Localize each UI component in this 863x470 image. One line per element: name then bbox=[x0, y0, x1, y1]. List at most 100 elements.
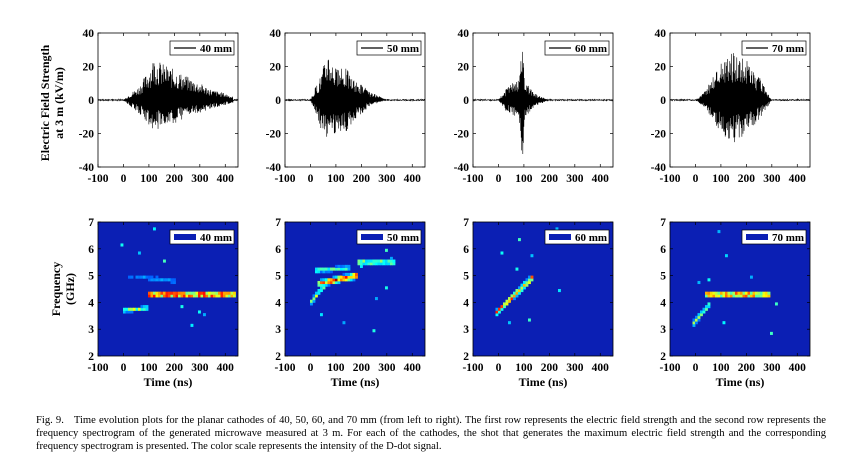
y-tick-label: -20 bbox=[79, 129, 95, 141]
spectrogram-cell bbox=[705, 307, 708, 311]
x-tick-label: 200 bbox=[541, 362, 559, 374]
spectrogram-cell bbox=[375, 259, 378, 263]
spectrogram-cell bbox=[143, 307, 146, 311]
spectrogram-cell bbox=[130, 310, 134, 314]
spectrogram-cell bbox=[205, 291, 209, 295]
x-tick-label: 0 bbox=[308, 173, 314, 185]
figure-label: Fig. 9. bbox=[36, 415, 64, 426]
spectrogram-cell bbox=[360, 262, 363, 266]
spectrogram-cell bbox=[352, 272, 356, 276]
spectrogram-cell bbox=[317, 270, 321, 274]
spectrogram-cell bbox=[707, 294, 711, 298]
spectrogram-cell bbox=[158, 294, 161, 298]
spectrogram-cell bbox=[500, 251, 504, 255]
legend-label: 60 mm bbox=[575, 43, 607, 55]
spectrogram-cell bbox=[225, 291, 229, 295]
spectrogram-cell bbox=[337, 280, 341, 285]
x-tick-label: 200 bbox=[166, 173, 184, 185]
spectrogram-cell bbox=[390, 256, 393, 260]
y-tick-label: 7 bbox=[463, 217, 469, 229]
spectrogram-cell bbox=[180, 291, 184, 295]
spectrogram-cell bbox=[320, 286, 323, 290]
spectrogram-cell bbox=[332, 280, 336, 285]
spectrogram-cell bbox=[362, 259, 366, 263]
spectrogram-cell bbox=[213, 294, 216, 298]
spectrogram-cell bbox=[695, 318, 698, 322]
spectrogram-cell bbox=[230, 294, 234, 298]
spectrogram-cell bbox=[148, 294, 151, 298]
y-tick-label: -40 bbox=[266, 162, 282, 174]
spectrogram-cell bbox=[775, 302, 778, 306]
spectrogram-cell bbox=[352, 275, 356, 279]
spectrogram-cell bbox=[155, 294, 159, 298]
spectrogram-cell bbox=[692, 318, 696, 322]
spectrogram-cell bbox=[555, 227, 559, 231]
spectrogram-cell bbox=[163, 291, 166, 295]
spectrogram-cell bbox=[382, 262, 386, 266]
legend-label: 60 mm bbox=[575, 232, 607, 244]
x-tick-label: 100 bbox=[712, 362, 730, 374]
spectrogram-cell bbox=[732, 291, 736, 295]
x-tick-label: 200 bbox=[541, 173, 559, 185]
spectrogram-cell bbox=[380, 262, 383, 266]
y-tick-label: 6 bbox=[88, 244, 94, 256]
spectrogram-cell bbox=[742, 294, 746, 298]
y-tick-label: 4 bbox=[463, 297, 469, 309]
spectrogram-cell bbox=[337, 278, 341, 282]
spectrogram-cell bbox=[153, 227, 156, 231]
x-tick-label: 100 bbox=[515, 173, 533, 185]
spectrogram-cell bbox=[558, 289, 561, 293]
spectrogram-cell bbox=[218, 294, 221, 298]
spectrogram-cell bbox=[520, 283, 524, 287]
spectrogram-cell bbox=[228, 291, 231, 295]
spectrogram-cell bbox=[528, 280, 531, 285]
plot-frame bbox=[472, 221, 614, 357]
y-tick-label: 5 bbox=[88, 271, 94, 283]
y-tick-label: -40 bbox=[454, 162, 470, 174]
spectrogram-cell bbox=[710, 291, 713, 295]
y-tick-label: 4 bbox=[660, 297, 666, 309]
spec-50: -100 0 100 200 300 400 2 3 4 5 6 7 Time (ns) 50 mm bbox=[274, 217, 426, 389]
spectrogram-cell bbox=[215, 294, 219, 298]
spectrogram-cell bbox=[233, 294, 236, 298]
figure-caption: Fig. 9. Time evolution plots for the plan… bbox=[36, 414, 826, 453]
spectrogram-cell bbox=[745, 291, 748, 295]
y-tick-label: 2 bbox=[463, 351, 469, 363]
spectrogram-cell bbox=[332, 278, 336, 282]
spectrogram-cell bbox=[322, 283, 326, 287]
spectrogram-cell bbox=[352, 278, 356, 282]
spectrogram-cell bbox=[737, 294, 741, 298]
spectrogram-cell bbox=[310, 302, 313, 306]
spectrogram-cell bbox=[705, 305, 708, 309]
spectrogram-cell bbox=[315, 294, 318, 298]
spectrogram-cell bbox=[322, 278, 326, 282]
x-tick-label: -100 bbox=[659, 362, 680, 374]
spectrogram-cell bbox=[320, 283, 323, 287]
spectrogram-cell bbox=[322, 286, 326, 290]
spectrogram-cell bbox=[168, 294, 171, 298]
spectrogram-cell bbox=[198, 294, 201, 298]
x-tick-label: 400 bbox=[404, 362, 422, 374]
spectrogram-cell bbox=[737, 291, 741, 295]
spectrogram-cell bbox=[705, 291, 708, 295]
spectrogram-cell bbox=[150, 275, 154, 279]
legend-box bbox=[544, 229, 610, 245]
spectrogram-cell bbox=[335, 275, 338, 279]
spectrogram-cell bbox=[515, 294, 519, 298]
x-tick-label: 100 bbox=[515, 362, 533, 374]
y-tick-label: 6 bbox=[275, 244, 281, 256]
x-tick-label: 0 bbox=[496, 173, 502, 185]
spectrogram-cell bbox=[335, 280, 338, 285]
spectrogram-cell bbox=[220, 294, 224, 298]
spectrogram-cell bbox=[523, 280, 526, 285]
spectrogram-cell bbox=[185, 291, 189, 295]
y-tick-label: 2 bbox=[660, 351, 666, 363]
spectrogram-cell bbox=[330, 270, 333, 274]
spectrogram-cell bbox=[508, 299, 511, 303]
spectrogram-cell bbox=[390, 262, 393, 266]
spectrogram-cell bbox=[160, 278, 164, 282]
x-tick-label: 300 bbox=[378, 173, 396, 185]
spectrogram-cell bbox=[770, 331, 773, 335]
spectrogram-cell bbox=[752, 294, 756, 298]
spectrogram-cell bbox=[140, 275, 144, 279]
